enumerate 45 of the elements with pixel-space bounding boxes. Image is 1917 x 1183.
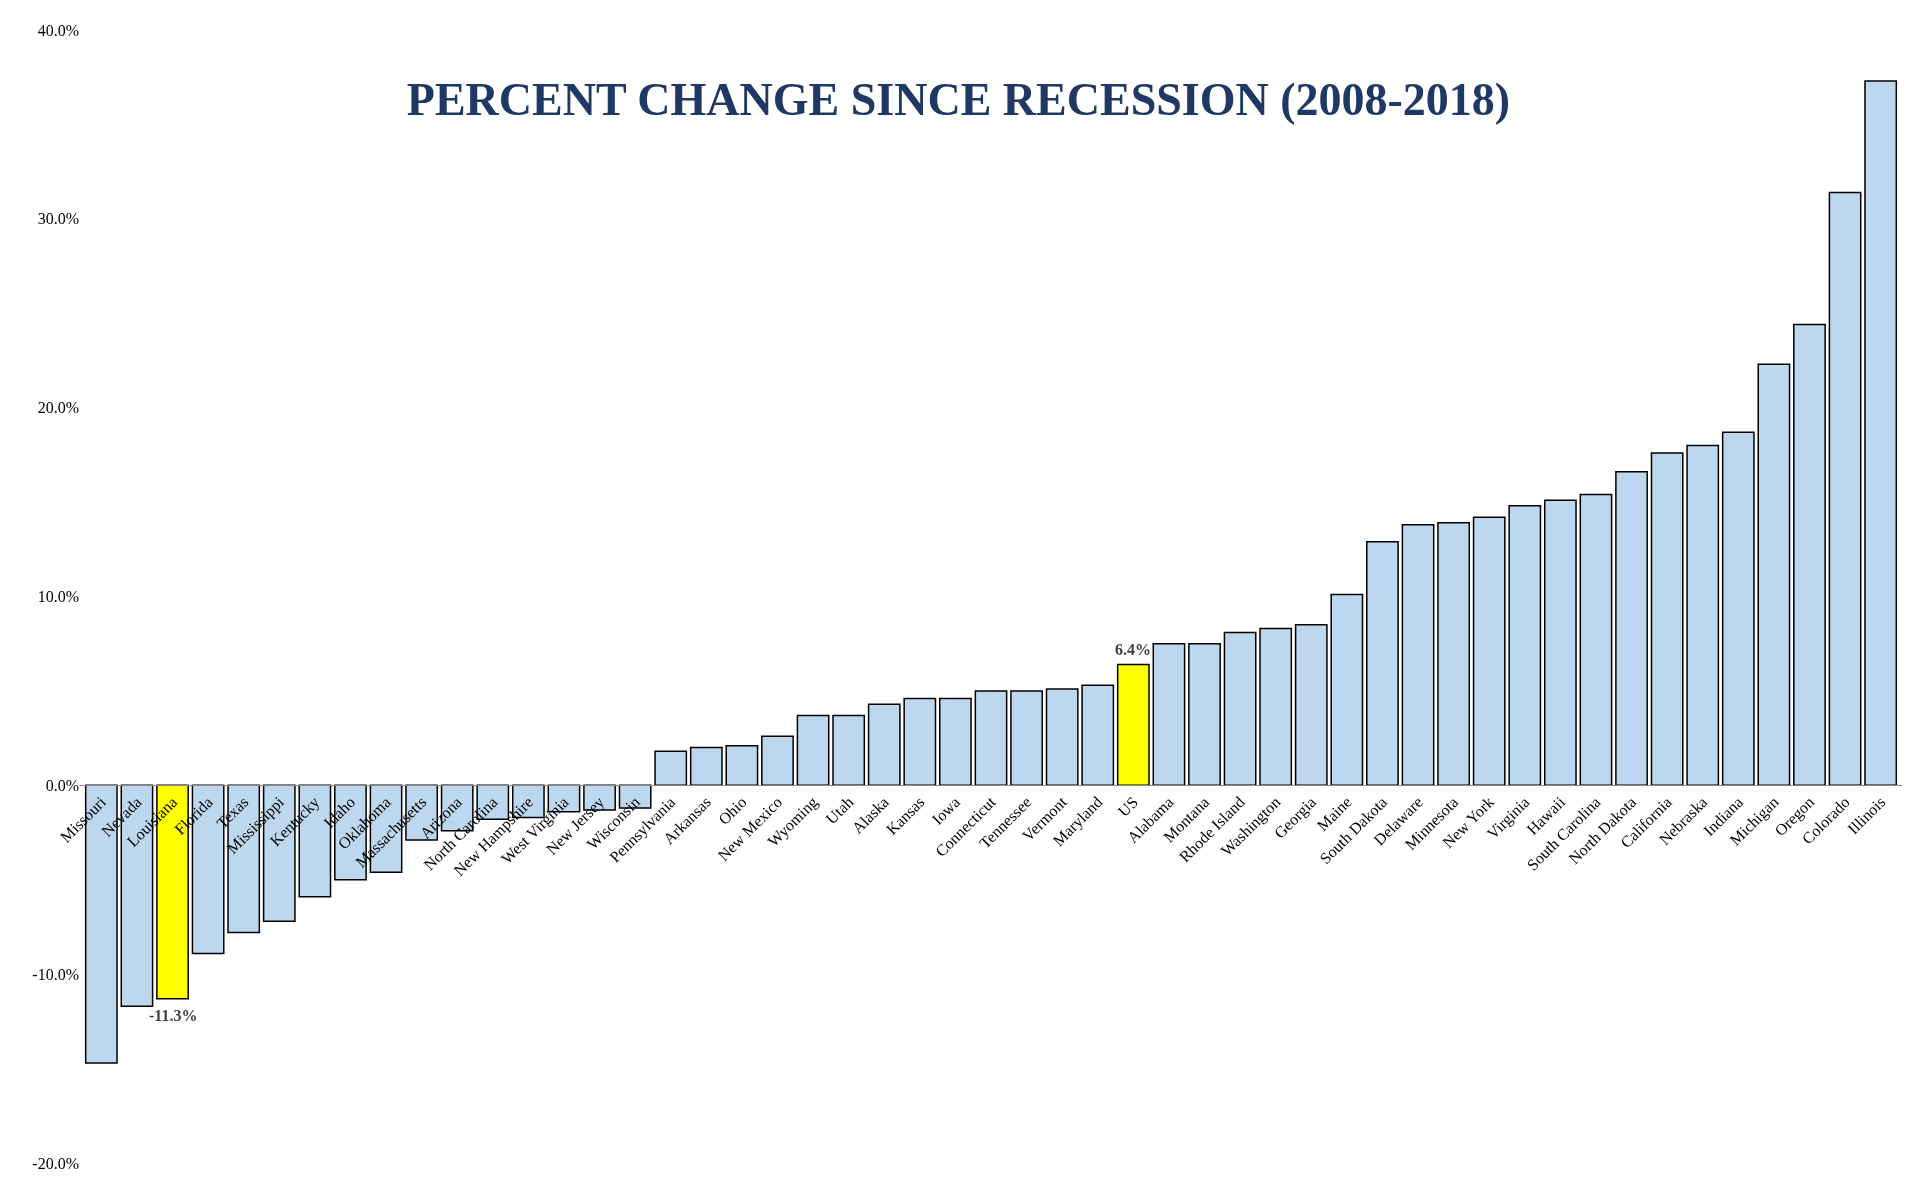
bar [725, 744, 759, 787]
bar [1294, 624, 1328, 787]
bar [903, 697, 937, 787]
bar [1757, 363, 1791, 787]
bar [1116, 663, 1150, 787]
bar [654, 750, 688, 787]
bar [1010, 690, 1043, 787]
y-tick-label: 30.0% [37, 210, 79, 228]
bar [1828, 191, 1862, 787]
bar [1259, 627, 1293, 787]
bar [1045, 688, 1079, 787]
y-tick-label: 0.0% [45, 776, 79, 794]
bar [1472, 516, 1506, 787]
bar [1864, 80, 1898, 787]
bar [689, 746, 723, 787]
bar [1401, 523, 1435, 787]
y-tick-label: -10.0% [32, 965, 79, 983]
bar [796, 714, 830, 787]
bar [867, 703, 901, 787]
data-label: -11.3% [149, 1007, 198, 1024]
bar [1366, 540, 1399, 787]
y-tick-label: 20.0% [37, 399, 79, 417]
bar [1650, 452, 1684, 787]
text: PERCENT CHANGE SINCE RECESSION (2008-2018) [406, 74, 1511, 126]
bar [761, 735, 794, 787]
bar [1793, 323, 1826, 787]
bar [1615, 471, 1648, 787]
bar [1188, 642, 1221, 787]
bar [1579, 493, 1613, 787]
y-tick-label: -20.0% [32, 1154, 79, 1172]
y-tick-label: 40.0% [37, 21, 79, 39]
bar [1223, 631, 1257, 787]
y-tick-label: 10.0% [37, 588, 79, 606]
bar [1437, 522, 1471, 787]
bar [1686, 444, 1720, 787]
bar [974, 690, 1008, 787]
bar [1508, 505, 1542, 787]
bar [1081, 684, 1115, 787]
bar [1721, 431, 1755, 787]
bar [939, 697, 972, 787]
bar [1543, 499, 1577, 787]
bar [1152, 642, 1186, 787]
bar [832, 714, 866, 787]
data-label: 6.4% [1115, 641, 1151, 658]
bar [1330, 593, 1364, 787]
